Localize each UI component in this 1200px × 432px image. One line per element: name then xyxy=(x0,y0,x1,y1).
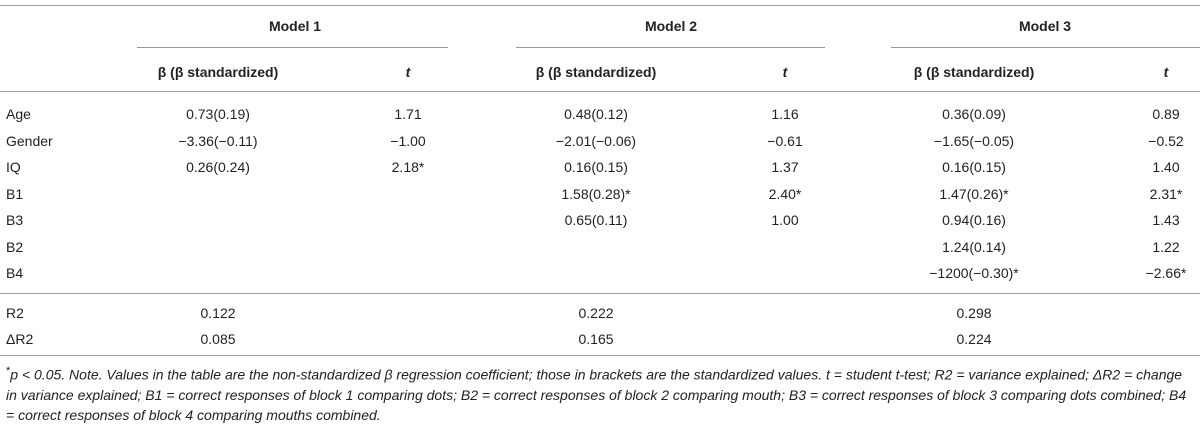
table-footnote: *p < 0.05. Note. Values in the table are… xyxy=(6,361,1196,425)
m3-t-cell: 2.31* xyxy=(1149,185,1183,202)
top-rule xyxy=(0,5,1200,6)
m3-summary-cell: 0.298 xyxy=(956,305,992,321)
m2-t-header: t xyxy=(782,64,788,80)
m3-t-cell: −2.66* xyxy=(1145,265,1187,281)
summary-label: R2 xyxy=(6,305,24,321)
model2-underline xyxy=(516,47,825,48)
m2-beta-header: β (β standardized) xyxy=(535,64,657,80)
m1-beta-cell: 0.26(0.24) xyxy=(186,159,250,175)
model3-header: Model 3 xyxy=(1018,18,1072,34)
m3-t-cell: 1.43 xyxy=(1152,212,1180,228)
m3-beta-header: β (β standardized) xyxy=(913,64,1035,80)
m1-summary-cell: 0.122 xyxy=(200,305,236,321)
m2-t-cell: 1.16 xyxy=(771,106,799,122)
m2-summary-cell: 0.165 xyxy=(578,331,614,347)
m1-t-cell: −1.00 xyxy=(390,132,426,149)
summary-label: ΔR2 xyxy=(6,331,34,347)
row-label: B2 xyxy=(6,238,24,255)
model1-underline xyxy=(137,47,448,48)
m3-t-cell: 1.22 xyxy=(1152,238,1180,255)
bottom-rule xyxy=(0,355,1200,356)
row-label: B1 xyxy=(6,185,24,202)
m3-beta-cell: 1.47(0.26)* xyxy=(939,185,1009,202)
m1-beta-cell: −3.36(−0.11) xyxy=(178,132,258,149)
m1-summary-cell: 0.085 xyxy=(200,331,236,347)
m1-t-cell: 1.71 xyxy=(394,106,422,122)
m2-t-cell: 1.37 xyxy=(771,159,799,175)
m3-beta-cell: −1200(−0.30)* xyxy=(929,265,1019,281)
m2-t-cell: 2.40* xyxy=(768,185,802,202)
m3-t-header: t xyxy=(1163,64,1169,80)
row-label: Age xyxy=(6,106,31,122)
m2-beta-cell: 1.58(0.28)* xyxy=(561,185,631,202)
row-label: Gender xyxy=(6,132,53,149)
m1-beta-cell: 0.73(0.19) xyxy=(186,106,250,122)
row-label: IQ xyxy=(6,159,21,175)
model2-header: Model 2 xyxy=(644,18,698,34)
footnote-marker: * xyxy=(6,365,11,377)
body-rule xyxy=(0,293,1200,294)
m3-beta-cell: −1.65(−0.05) xyxy=(933,132,1015,149)
m2-t-cell: 1.00 xyxy=(771,212,799,228)
m2-beta-cell: −2.01(−0.06) xyxy=(555,132,637,149)
header-rule xyxy=(0,91,1200,92)
footnote-text: p < 0.05. Note. Values in the table are … xyxy=(6,366,1187,423)
m3-beta-cell: 0.36(0.09) xyxy=(942,106,1006,122)
m3-beta-cell: 0.16(0.15) xyxy=(942,159,1006,175)
model1-header: Model 1 xyxy=(268,18,322,34)
m2-summary-cell: 0.222 xyxy=(578,305,614,321)
m1-beta-header: β (β standardized) xyxy=(157,64,279,80)
m2-beta-cell: 0.48(0.12) xyxy=(564,106,628,122)
m1-t-cell: 2.18* xyxy=(391,159,425,175)
m2-beta-cell: 0.65(0.11) xyxy=(564,212,628,228)
m3-t-cell: −0.52 xyxy=(1148,132,1184,149)
m3-t-cell: 1.40 xyxy=(1152,159,1180,175)
m2-beta-cell: 0.16(0.15) xyxy=(564,159,628,175)
m3-t-cell: 0.89 xyxy=(1152,106,1180,122)
m3-beta-cell: 1.24(0.14) xyxy=(942,238,1006,255)
m2-t-cell: −0.61 xyxy=(767,132,803,149)
m3-beta-cell: 0.94(0.16) xyxy=(942,212,1006,228)
row-label: B4 xyxy=(6,265,24,281)
m1-t-header: t xyxy=(405,64,411,80)
m3-summary-cell: 0.224 xyxy=(956,331,992,347)
model3-underline xyxy=(891,47,1200,48)
row-label: B3 xyxy=(6,212,24,228)
